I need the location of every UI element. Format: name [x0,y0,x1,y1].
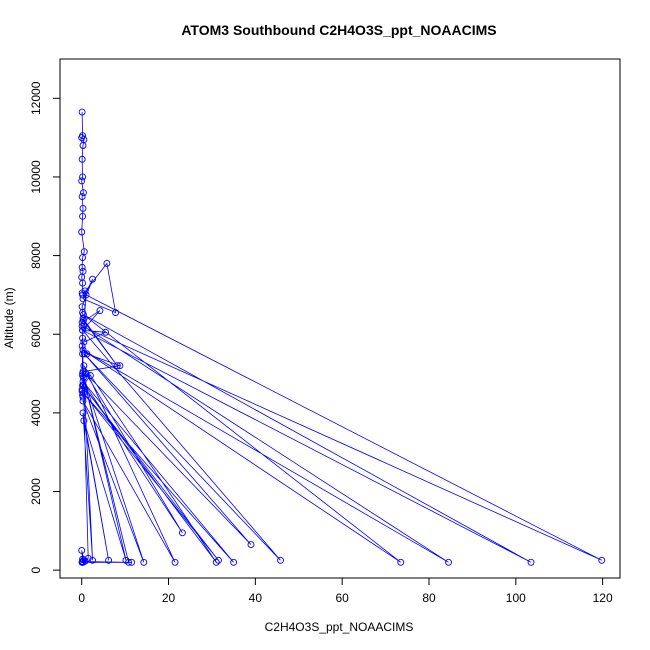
y-tick-label: 8000 [29,242,43,269]
x-tick-label: 0 [78,591,85,605]
y-tick-label: 12000 [29,81,43,115]
data-point [79,279,87,287]
data-point [78,342,86,350]
data-point [78,155,86,163]
data-point [79,189,87,197]
data-point [79,377,87,385]
data-point [80,338,88,346]
y-axis-label: Altitude (m) [2,287,16,348]
data-point [79,346,87,354]
series-points [78,108,606,566]
data-point [277,556,284,564]
data-point [79,173,87,181]
data-point [78,134,86,142]
x-tick-label: 20 [162,591,176,605]
data-point [79,326,87,334]
data-point [80,350,88,358]
data-point [80,362,88,370]
data-point [96,307,104,315]
data-point [171,558,179,566]
data-point [112,309,120,317]
y-tick-label: 4000 [29,399,43,426]
data-point [598,556,606,564]
data-point [79,397,87,405]
data-point [78,228,86,236]
data-point [79,204,87,212]
data-point [79,389,87,397]
data-point [83,350,91,358]
y-tick-label: 2000 [29,478,43,505]
data-point [128,558,136,566]
x-tick-label: 60 [335,591,349,605]
data-point [79,381,87,389]
y-tick-label: 6000 [29,321,43,348]
plot-frame [59,58,621,579]
data-point [113,362,121,370]
data-point [79,370,87,377]
data-point [78,263,86,271]
data-point [80,417,88,425]
x-axis-label: C2H4O3S_ppt_NOAACIMS [265,620,414,634]
data-point [247,541,255,549]
data-point [89,275,97,283]
data-point [79,350,87,358]
x-axis: 0 20 40 60 80 100 120 [78,577,613,605]
data-point [212,558,220,566]
y-axis: 0 2000 4000 6000 8000 10000 12000 [29,81,61,573]
series-lines [80,112,602,563]
data-point [79,212,87,220]
data-point [79,334,87,342]
data-point [78,385,86,393]
data-point [397,558,405,566]
y-tick-label: 10000 [29,160,43,194]
data-point [89,556,97,564]
data-point [78,193,86,201]
data-point [79,254,87,262]
data-point [78,177,86,185]
x-tick-label: 100 [506,591,526,605]
data-point [105,556,113,564]
data-point [445,558,452,566]
chart-title: ATOM3 Southbound C2H4O3S_ppt_NOAACIMS [181,22,496,38]
data-point [79,409,87,417]
x-tick-label: 120 [593,591,613,605]
x-tick-label: 40 [249,591,263,605]
data-point [78,318,86,326]
data-point [79,393,87,401]
data-point [214,556,222,564]
data-point [230,558,238,566]
data-point [116,362,124,370]
data-point [78,108,86,116]
y-tick-label: 0 [29,566,43,573]
data-point [79,374,87,381]
data-point [79,311,87,319]
data-point [103,260,111,267]
data-point [82,291,90,299]
data-point [86,372,94,379]
data-point [78,547,86,554]
data-point [527,558,535,566]
data-point [78,558,86,566]
data-point [78,322,86,330]
data-point [79,291,87,299]
data-point [79,555,87,563]
x-tick-label: 80 [422,591,436,605]
series-line [80,112,602,563]
data-point [79,142,87,149]
data-point [79,315,87,322]
data-point [140,558,148,566]
data-point [80,322,88,330]
data-point [102,328,110,336]
data-point [178,529,186,537]
